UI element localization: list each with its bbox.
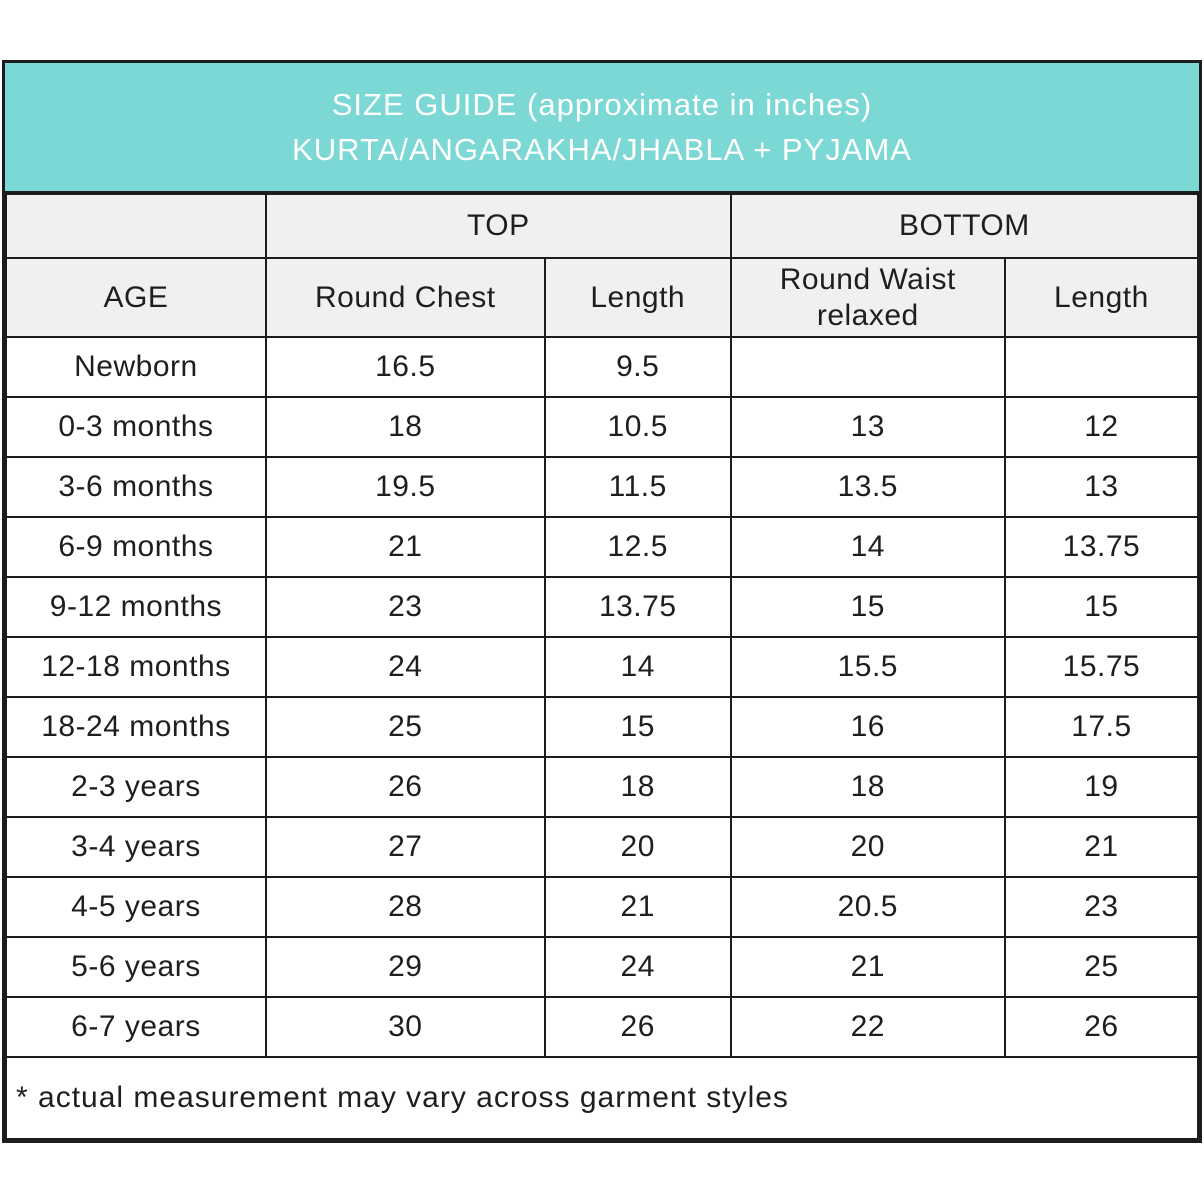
size-table-body: Newborn 16.5 9.5 0-3 months 18 10.5 13 12 3-6 mo… xyxy=(5,336,1200,1058)
column-header-round-waist: Round Waist relaxed xyxy=(729,257,1006,338)
banner-title-line2: KURTA/ANGARAKHA/JHABLA + PYJAMA xyxy=(292,132,912,167)
table-row: Newborn 16.5 9.5 xyxy=(5,336,1200,398)
table-row: 12-18 months 24 14 15.5 15.75 xyxy=(5,636,1200,698)
column-header-top-length: Length xyxy=(543,257,732,338)
value-cell: 13 xyxy=(1003,456,1200,518)
age-cell: 2-3 years xyxy=(5,756,267,818)
table-row: 2-3 years 26 18 18 19 xyxy=(5,756,1200,818)
value-cell: 25 xyxy=(1003,936,1200,998)
table-row: 9-12 months 23 13.75 15 15 xyxy=(5,576,1200,638)
table-row: 0-3 months 18 10.5 13 12 xyxy=(5,396,1200,458)
value-cell xyxy=(1003,336,1200,398)
value-cell: 24 xyxy=(264,636,546,698)
table-row: 6-7 years 30 26 22 26 xyxy=(5,996,1200,1058)
value-cell: 26 xyxy=(264,756,546,818)
banner-title-line1: SIZE GUIDE (approximate in inches) xyxy=(331,87,873,122)
value-cell: 20.5 xyxy=(729,876,1006,938)
age-cell: 3-4 years xyxy=(5,816,267,878)
value-cell: 14 xyxy=(543,636,732,698)
value-cell: 13 xyxy=(729,396,1006,458)
value-cell xyxy=(729,336,1006,398)
value-cell: 16 xyxy=(729,696,1006,758)
value-cell: 23 xyxy=(1003,876,1200,938)
value-cell: 16.5 xyxy=(264,336,546,398)
size-guide-table-card: SIZE GUIDE (approximate in inches) KURTA… xyxy=(2,60,1202,1143)
age-cell: 3-6 months xyxy=(5,456,267,518)
group-header-top: TOP xyxy=(264,193,732,259)
value-cell: 12.5 xyxy=(543,516,732,578)
size-guide-banner: SIZE GUIDE (approximate in inches) KURTA… xyxy=(5,63,1199,193)
value-cell: 13.5 xyxy=(729,456,1006,518)
age-cell: 4-5 years xyxy=(5,876,267,938)
value-cell: 15 xyxy=(1003,576,1200,638)
value-cell: 9.5 xyxy=(543,336,732,398)
table-row: 18-24 months 25 15 16 17.5 xyxy=(5,696,1200,758)
value-cell: 25 xyxy=(264,696,546,758)
table-row: 3-4 years 27 20 20 21 xyxy=(5,816,1200,878)
age-cell: 18-24 months xyxy=(5,696,267,758)
value-cell: 15.5 xyxy=(729,636,1006,698)
value-cell: 14 xyxy=(729,516,1006,578)
value-cell: 30 xyxy=(264,996,546,1058)
footnote-row: * actual measurement may vary across gar… xyxy=(5,1056,1199,1140)
value-cell: 23 xyxy=(264,576,546,638)
group-header-bottom: BOTTOM xyxy=(729,193,1200,259)
value-cell: 15 xyxy=(729,576,1006,638)
table-row: 6-9 months 21 12.5 14 13.75 xyxy=(5,516,1200,578)
value-cell: 17.5 xyxy=(1003,696,1200,758)
value-cell: 12 xyxy=(1003,396,1200,458)
value-cell: 22 xyxy=(729,996,1006,1058)
size-guide-table: TOP BOTTOM AGE Round Chest Length Round … xyxy=(5,193,1200,1140)
footnote-text: * actual measurement may vary across gar… xyxy=(5,1056,1199,1140)
value-cell: 11.5 xyxy=(543,456,732,518)
column-header-bottom-length: Length xyxy=(1003,257,1200,338)
age-cell: 5-6 years xyxy=(5,936,267,998)
column-header-round-chest: Round Chest xyxy=(264,257,546,338)
value-cell: 15.75 xyxy=(1003,636,1200,698)
value-cell: 26 xyxy=(1003,996,1200,1058)
table-row: 4-5 years 28 21 20.5 23 xyxy=(5,876,1200,938)
value-cell: 15 xyxy=(543,696,732,758)
age-cell: 12-18 months xyxy=(5,636,267,698)
value-cell: 28 xyxy=(264,876,546,938)
column-header-row: AGE Round Chest Length Round Waist relax… xyxy=(5,257,1200,338)
value-cell: 10.5 xyxy=(543,396,732,458)
value-cell: 27 xyxy=(264,816,546,878)
value-cell: 20 xyxy=(543,816,732,878)
value-cell: 13.75 xyxy=(1003,516,1200,578)
group-header-row: TOP BOTTOM xyxy=(5,193,1200,259)
value-cell: 21 xyxy=(729,936,1006,998)
value-cell: 29 xyxy=(264,936,546,998)
value-cell: 26 xyxy=(543,996,732,1058)
age-cell: 0-3 months xyxy=(5,396,267,458)
age-cell: Newborn xyxy=(5,336,267,398)
age-cell: 6-9 months xyxy=(5,516,267,578)
value-cell: 21 xyxy=(543,876,732,938)
column-header-age: AGE xyxy=(5,257,267,338)
group-header-empty-cell xyxy=(5,193,267,259)
table-row: 3-6 months 19.5 11.5 13.5 13 xyxy=(5,456,1200,518)
value-cell: 18 xyxy=(543,756,732,818)
age-cell: 9-12 months xyxy=(5,576,267,638)
age-cell: 6-7 years xyxy=(5,996,267,1058)
value-cell: 18 xyxy=(264,396,546,458)
value-cell: 24 xyxy=(543,936,732,998)
value-cell: 18 xyxy=(729,756,1006,818)
table-row: 5-6 years 29 24 21 25 xyxy=(5,936,1200,998)
value-cell: 21 xyxy=(1003,816,1200,878)
value-cell: 20 xyxy=(729,816,1006,878)
value-cell: 13.75 xyxy=(543,576,732,638)
value-cell: 19 xyxy=(1003,756,1200,818)
value-cell: 19.5 xyxy=(264,456,546,518)
value-cell: 21 xyxy=(264,516,546,578)
